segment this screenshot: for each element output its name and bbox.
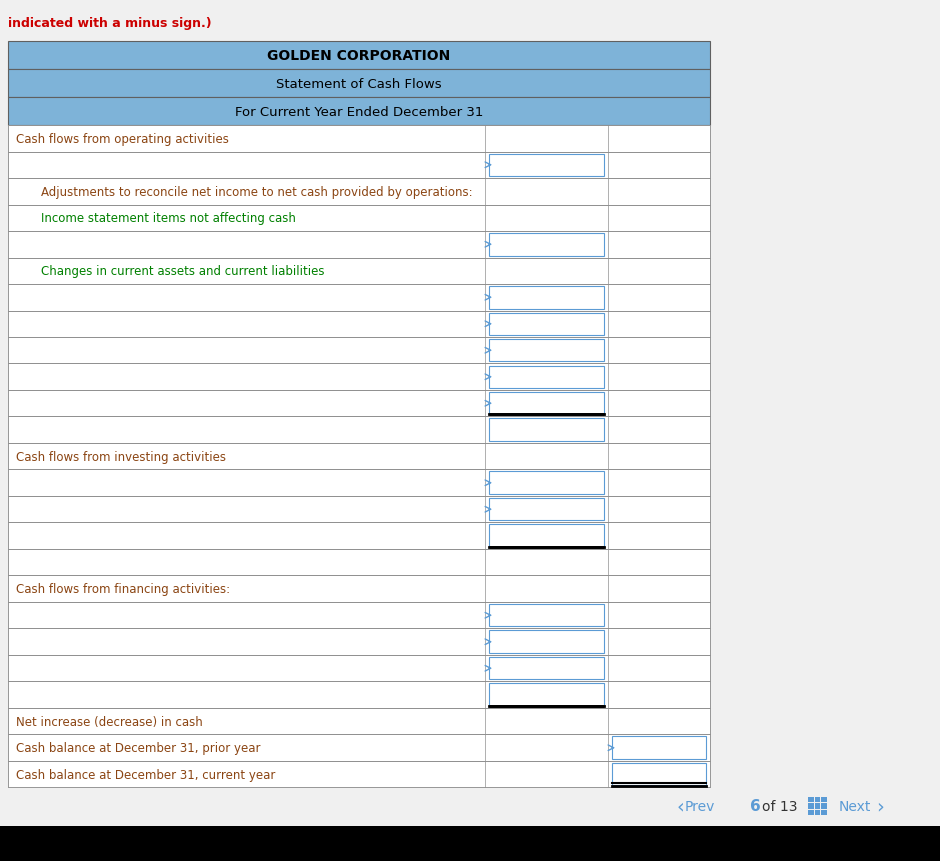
Bar — [814, 796, 820, 802]
Bar — [8, 655, 710, 682]
Text: Income statement items not affecting cash: Income statement items not affecting cas… — [41, 212, 296, 225]
Bar — [8, 152, 710, 179]
Bar — [821, 803, 826, 808]
Bar — [8, 179, 710, 205]
Bar — [8, 709, 710, 734]
Bar — [489, 525, 604, 548]
Bar — [8, 417, 710, 443]
Bar — [489, 287, 604, 309]
Text: Cash balance at December 31, prior year: Cash balance at December 31, prior year — [16, 741, 260, 754]
Bar — [489, 393, 604, 415]
Bar — [821, 809, 826, 815]
Bar — [8, 443, 710, 470]
Bar — [8, 629, 710, 655]
Bar — [489, 631, 604, 653]
Bar — [8, 70, 710, 98]
Bar — [8, 761, 710, 788]
Text: Next: Next — [838, 799, 871, 813]
Bar — [8, 258, 710, 285]
Text: Adjustments to reconcile net income to net cash provided by operations:: Adjustments to reconcile net income to n… — [41, 185, 473, 199]
Bar — [489, 339, 604, 362]
Bar — [489, 499, 604, 521]
Bar — [8, 576, 710, 603]
Text: 6: 6 — [749, 798, 760, 814]
Bar — [8, 42, 710, 70]
Bar — [489, 419, 604, 442]
Bar — [8, 311, 710, 338]
Bar — [8, 734, 710, 761]
Text: Cash flows from operating activities: Cash flows from operating activities — [16, 133, 228, 146]
Bar — [489, 154, 604, 177]
Bar — [8, 285, 710, 311]
Bar — [489, 604, 604, 627]
Text: Cash balance at December 31, current year: Cash balance at December 31, current yea… — [16, 768, 275, 781]
Bar — [8, 126, 710, 152]
Text: ‹: ‹ — [676, 796, 684, 815]
Bar — [821, 796, 826, 802]
Bar — [8, 523, 710, 549]
Bar — [612, 763, 706, 785]
Bar — [808, 796, 813, 802]
Bar — [489, 472, 604, 494]
Text: indicated with a minus sign.): indicated with a minus sign.) — [8, 17, 212, 30]
Bar — [8, 232, 710, 258]
Bar — [8, 470, 710, 497]
Text: For Current Year Ended December 31: For Current Year Ended December 31 — [235, 105, 483, 118]
Bar — [489, 233, 604, 257]
Bar — [8, 205, 710, 232]
Bar — [808, 809, 813, 815]
Text: Prev: Prev — [685, 799, 715, 813]
Text: Cash flows from investing activities: Cash flows from investing activities — [16, 450, 226, 463]
Bar — [489, 313, 604, 336]
Text: ›: › — [876, 796, 884, 815]
Bar — [8, 338, 710, 364]
Bar — [489, 366, 604, 388]
Text: Changes in current assets and current liabilities: Changes in current assets and current li… — [41, 265, 324, 278]
Bar — [612, 737, 706, 759]
Bar — [8, 682, 710, 709]
Bar — [8, 98, 710, 126]
Bar — [0, 826, 940, 861]
Bar — [8, 391, 710, 417]
Text: of 13: of 13 — [762, 799, 798, 813]
Bar — [814, 803, 820, 808]
Text: Statement of Cash Flows: Statement of Cash Flows — [276, 77, 442, 90]
Bar — [489, 657, 604, 679]
Bar — [8, 549, 710, 576]
Text: Net increase (decrease) in cash: Net increase (decrease) in cash — [16, 715, 203, 728]
Text: GOLDEN CORPORATION: GOLDEN CORPORATION — [267, 49, 450, 63]
Bar — [8, 497, 710, 523]
Bar — [814, 809, 820, 815]
Bar — [8, 364, 710, 391]
Bar — [489, 684, 604, 706]
Bar — [808, 803, 813, 808]
Bar — [8, 603, 710, 629]
Text: Cash flows from financing activities:: Cash flows from financing activities: — [16, 583, 230, 596]
